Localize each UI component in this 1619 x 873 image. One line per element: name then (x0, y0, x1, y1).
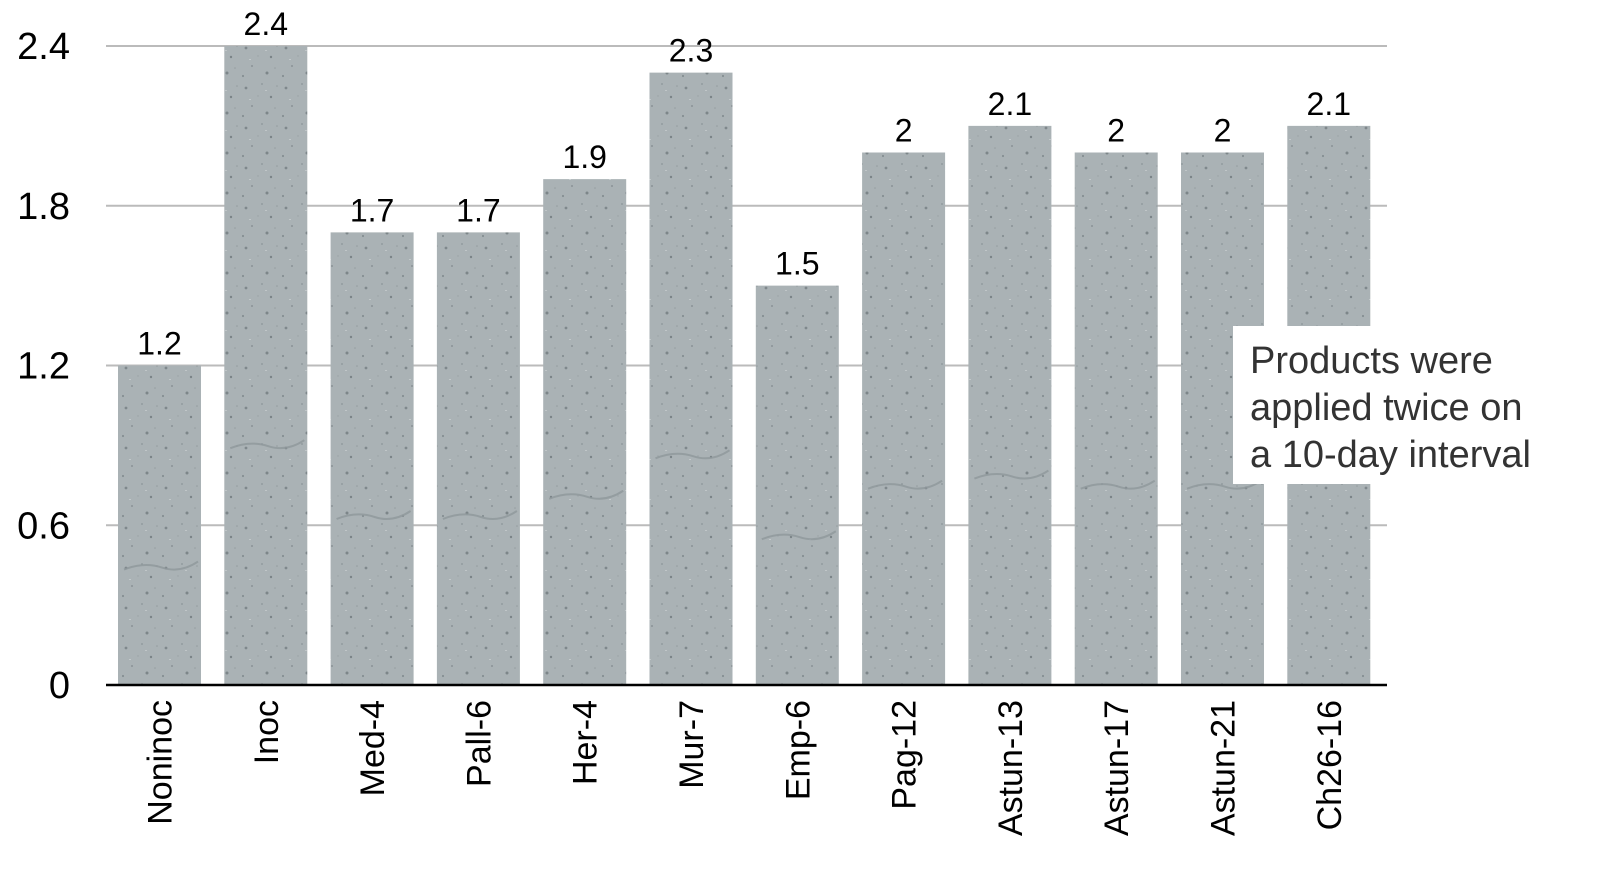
bar-astun-13 (968, 125, 1052, 685)
y-tick-label: 0.6 (17, 505, 70, 547)
data-label: 2.4 (244, 6, 288, 42)
data-label: 1.2 (137, 326, 181, 362)
data-label: 1.5 (775, 246, 819, 282)
data-label: 2.1 (1307, 86, 1351, 122)
annotation-box (1233, 326, 1563, 484)
bar-pall-6 (436, 232, 520, 685)
bar-mur-7 (649, 72, 733, 685)
bar-astun-17 (1074, 152, 1158, 685)
annotation-line-2: applied twice on (1250, 387, 1523, 429)
annotation-line-3: a 10-day interval (1250, 434, 1531, 476)
x-tick-label: Astun-21 (1205, 700, 1243, 836)
data-label: 2.3 (669, 33, 713, 69)
x-tick-label: Her-4 (567, 700, 605, 785)
gridlines (106, 45, 1387, 527)
bar-texture (442, 510, 518, 520)
bar-emp-6 (755, 285, 839, 685)
data-label: 1.9 (562, 139, 606, 175)
x-tick-label: Pall-6 (460, 700, 498, 787)
data-label: 2 (1214, 113, 1232, 149)
data-label: 1.7 (456, 192, 500, 228)
x-tick-label: Inoc (248, 700, 286, 764)
bar-texture (548, 489, 624, 500)
data-label: 2 (895, 113, 913, 149)
bar-texture (867, 479, 943, 490)
x-tick-label: Astun-13 (992, 700, 1030, 836)
data-labels: 1.2 2.4 1.7 1.7 1.9 2.3 1.5 2 2.1 2 2 2.1 (137, 6, 1351, 362)
x-tick-labels: Noninoc Inoc Med-4 Pall-6 Her-4 Mur-7 Emp-6 Pag… (142, 700, 1349, 836)
bar-texture (123, 560, 199, 571)
bar-texture (336, 510, 412, 520)
bar-texture (655, 449, 731, 460)
bar-texture (1080, 479, 1156, 490)
bar-texture (761, 530, 837, 541)
x-tick-label: Noninoc (142, 700, 180, 825)
bar-her-4 (543, 179, 627, 685)
x-tick-label: Astun-17 (1098, 700, 1136, 836)
bar-inoc (224, 46, 308, 685)
x-tick-label: Pag-12 (886, 700, 924, 810)
x-tick-label: Med-4 (354, 700, 392, 796)
annotation: Products were applied twice on a 10-day … (1233, 326, 1563, 484)
x-tick-label: Ch26-16 (1311, 700, 1349, 830)
bar-pag-12 (862, 152, 946, 685)
bar-med-4 (330, 232, 414, 685)
y-tick-label: 1.2 (17, 346, 70, 388)
y-tick-label: 2.4 (17, 26, 70, 68)
annotation-line-1: Products were (1250, 340, 1493, 382)
data-label: 2.1 (988, 86, 1032, 122)
bar-texture (974, 469, 1049, 480)
data-label: 1.7 (350, 192, 394, 228)
x-tick-label: Mur-7 (673, 700, 711, 789)
y-tick-label: 1.8 (17, 186, 70, 228)
bar-texture (1186, 479, 1262, 490)
data-label: 2 (1107, 113, 1125, 149)
bar-noninoc (118, 365, 201, 685)
y-tick-labels: 0 0.6 1.2 1.8 2.4 (17, 26, 70, 707)
bar-texture (229, 439, 305, 450)
x-tick-label: Emp-6 (779, 700, 817, 800)
y-tick-label: 0 (49, 665, 70, 707)
